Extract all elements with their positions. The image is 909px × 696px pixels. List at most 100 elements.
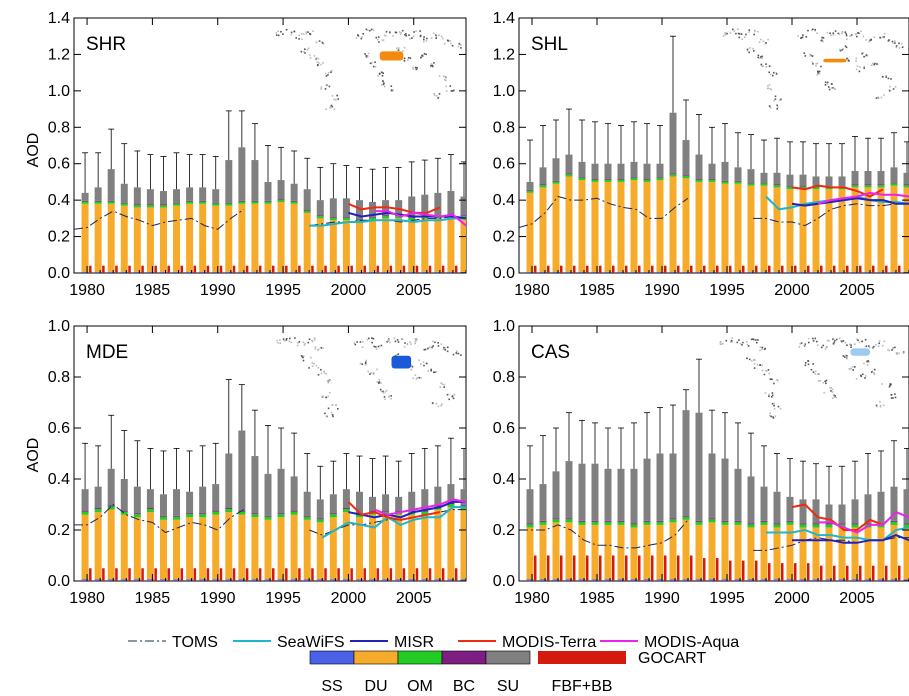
bar-om [303,210,311,213]
bar-fbfbb [859,565,862,581]
map-land-dot [364,53,366,55]
map-land-dot [318,40,321,42]
bar-om [539,521,547,525]
bar-om [199,514,207,518]
map-land-dot [370,28,373,31]
bar-om [877,524,885,528]
map-land-dot [440,35,443,38]
x-tick-label: 1980 [514,590,550,607]
map-land-dot [773,407,776,410]
map-land-dot [846,38,848,41]
map-land-dot [873,372,875,374]
legend-label-modis-terra: MODIS-Terra [502,634,596,651]
bar-du [173,205,181,272]
bar-du [329,220,337,272]
bar-fbfbb [534,265,537,273]
bar-om [539,185,547,188]
map-land-dot [834,339,836,342]
map-land-dot [772,416,774,418]
map-land-dot [865,345,868,347]
series-line-seawifs [321,506,466,539]
map-land-dot [377,345,380,348]
map-land-dot [451,395,454,397]
bar-om [199,201,207,204]
map-land-dot [815,63,817,65]
map-land-dot [412,66,414,69]
map-land-dot [354,343,357,346]
map-land-dot [442,37,444,40]
bar-ss [760,579,768,581]
bar-fbfbb [807,563,810,581]
map-land-dot [333,108,336,111]
bar-bc [382,215,390,217]
map-land-dot [431,64,433,67]
map-land-dot [758,41,761,43]
bar-ss [786,579,794,581]
map-land-dot [738,33,741,35]
bar-su [903,172,909,185]
map-land-dot [399,33,402,36]
bar-ss [173,271,181,273]
map-land-dot [757,56,759,59]
map-land-dot [759,364,761,366]
map-land-dot [392,35,394,37]
bar-su [747,476,755,524]
bar-bc [799,523,807,525]
map-land-dot [460,47,462,49]
bar-du [408,220,416,272]
bar-ss [434,271,442,273]
bar-ss [225,271,233,273]
map-land-dot [849,368,852,370]
bar-ss [903,271,909,273]
bar-su [656,163,664,178]
bar-du [290,203,298,272]
map-land-dot [801,36,804,39]
bar-fbfbb [638,265,641,273]
bar-bc [604,520,612,522]
bar-ss [107,271,115,273]
bar-om [786,187,794,190]
bar-su [120,479,128,511]
bar-om [812,524,820,528]
bar-om [669,174,677,177]
map-land-dot [858,341,861,344]
bar-fbfbb [794,563,797,581]
bar-du [251,517,259,580]
bar-om [669,519,677,523]
bar-om [107,506,115,510]
bar-fbfbb [441,568,445,581]
map-land-dot [765,63,767,65]
map-land-dot [868,346,871,349]
bar-om [133,205,141,208]
map-land-dot [807,363,810,366]
bar-du [199,517,207,580]
map-land-dot [290,33,293,36]
bar-su [877,491,885,524]
bar-ss [747,579,755,581]
map-land-dot [372,29,375,32]
map-land-dot [850,344,852,346]
bar-bc [369,217,377,218]
bar-fbfbb [285,568,288,581]
map-land-dot [881,36,884,38]
bar-su [133,486,141,514]
bar-du [890,185,898,272]
bar-bc [539,184,547,186]
map-land-dot [888,385,891,388]
map-land-dot [409,57,412,59]
map-land-dot [817,373,819,375]
map-land-dot [756,363,759,366]
bar-du [94,203,102,272]
map-land-dot [831,388,834,391]
map-land-dot [873,345,875,348]
bar-fbfbb [755,265,758,273]
map-land-dot [719,341,722,344]
bar-du [682,519,690,580]
bar-su [94,486,102,509]
map-land-dot [765,369,767,372]
bar-fbfbb [534,555,537,581]
map-land-dot [737,32,740,35]
series-line-seawifs [309,217,466,227]
bar-om [877,185,885,188]
bar-su [825,504,833,524]
